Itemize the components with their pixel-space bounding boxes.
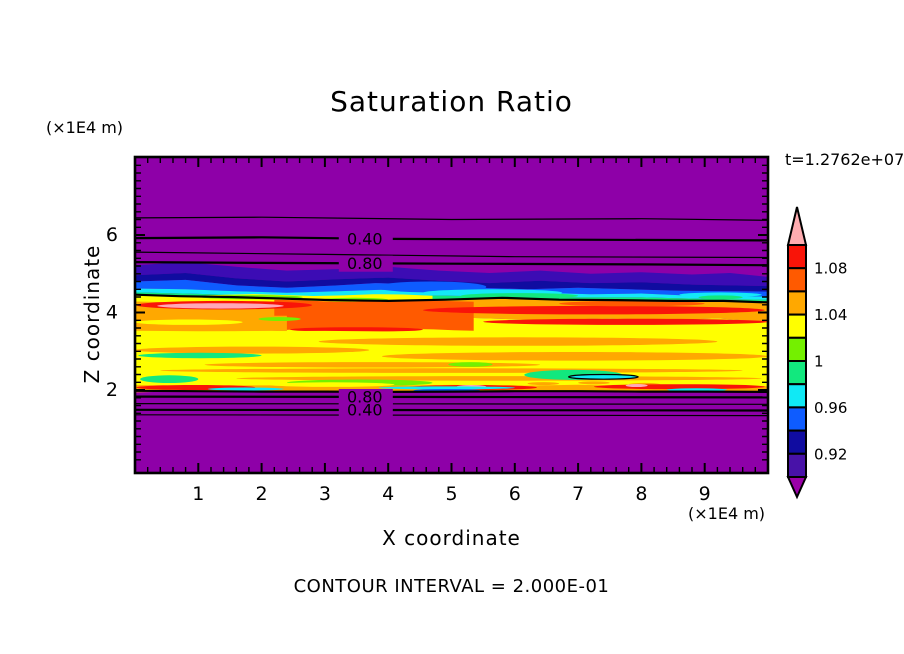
svg-text:8: 8 <box>635 483 647 505</box>
colorbar-tick-label: 1 <box>814 353 824 371</box>
colorbar-tick-label: 1.08 <box>814 260 847 278</box>
svg-text:7: 7 <box>572 483 584 505</box>
svg-text:5: 5 <box>445 483 457 505</box>
contour-line-label: 0.80 <box>347 388 383 407</box>
svg-text:9: 9 <box>699 483 711 505</box>
colorbar: 1.08 1.04 1 0.96 0.92 <box>786 206 847 500</box>
contour-interval-note: CONTOUR INTERVAL = 2.000E-01 <box>293 576 610 597</box>
y-axis-units-label: (×1E4 m) <box>46 118 124 137</box>
contour-line-label: 0.40 <box>347 401 383 420</box>
colorbar-tick-label: 1.04 <box>814 306 847 324</box>
plot-field: 0.400.800.800.40 <box>135 157 768 473</box>
x-axis-units-label: (×1E4 m) <box>688 504 766 523</box>
colorbar-tick-label: 0.92 <box>814 445 847 463</box>
svg-text:6: 6 <box>509 483 521 505</box>
y-axis-title: Z coordinate <box>80 244 104 384</box>
colorbar-tick-label: 0.96 <box>814 399 847 417</box>
svg-text:2: 2 <box>106 379 118 401</box>
chart-title: Saturation Ratio <box>330 85 573 118</box>
contour-line-label: 0.80 <box>347 254 383 273</box>
svg-text:1: 1 <box>192 483 204 505</box>
svg-text:3: 3 <box>319 483 331 505</box>
svg-text:6: 6 <box>106 224 118 246</box>
plot-border <box>133 155 770 475</box>
time-stamp-label: t=1.2762e+07 <box>785 150 904 169</box>
x-axis-title: X coordinate <box>382 526 521 550</box>
contour-line-label: 0.40 <box>347 229 383 248</box>
svg-text:4: 4 <box>382 483 394 505</box>
svg-text:4: 4 <box>106 302 118 324</box>
x-tick-labels: 1 2 3 4 5 6 7 8 9 <box>192 483 710 505</box>
y-tick-labels: 2 4 6 <box>106 224 118 401</box>
axis-ticks <box>136 158 767 472</box>
svg-text:2: 2 <box>256 483 268 505</box>
